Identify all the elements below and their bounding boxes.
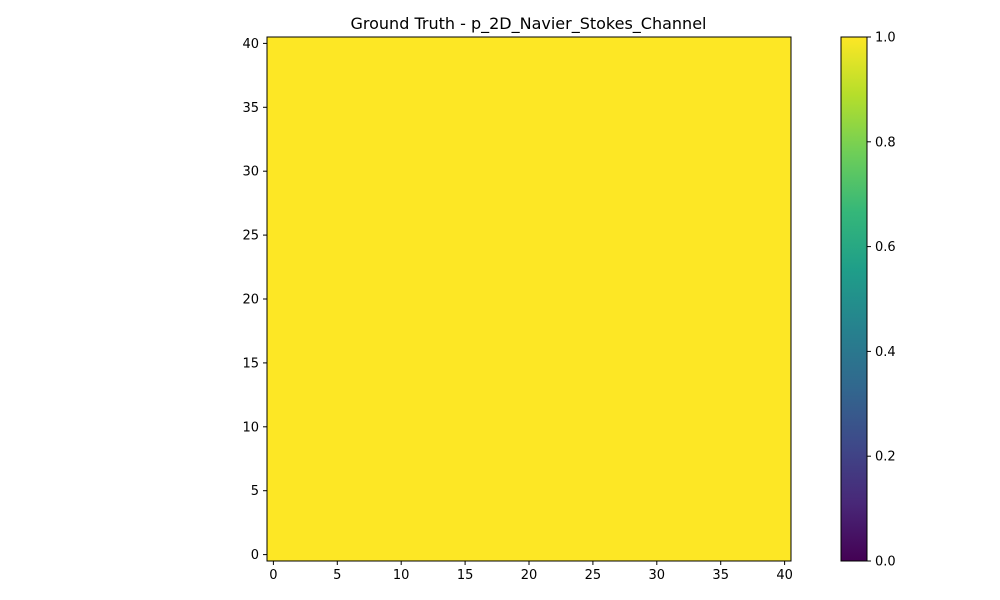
x-tick-label: 40 xyxy=(776,568,793,583)
y-tick-label: 40 xyxy=(242,37,259,52)
colorbar: 0.0 0.2 0.4 0.6 0.8 1.0 xyxy=(840,31,896,570)
colorbar-frame xyxy=(840,36,868,562)
x-tick-label: 30 xyxy=(649,568,666,583)
x-tick-label: 20 xyxy=(521,568,538,583)
x-axis: 0 5 10 15 20 25 30 35 40 xyxy=(269,561,793,583)
x-tick-label: 25 xyxy=(585,568,602,583)
x-tick-label: 15 xyxy=(457,568,474,583)
y-tick-label: 25 xyxy=(242,229,259,244)
y-tick-label: 30 xyxy=(242,165,259,180)
colorbar-ticks: 0.0 0.2 0.4 0.6 0.8 1.0 xyxy=(867,31,896,570)
x-tick-label: 35 xyxy=(712,568,729,583)
colorbar-tick-label: 0.0 xyxy=(875,555,896,570)
y-axis: 0 5 10 15 20 25 30 35 40 xyxy=(242,37,267,563)
y-tick-label: 10 xyxy=(242,420,259,435)
y-tick-label: 5 xyxy=(251,484,259,499)
colorbar-tick-label: 0.4 xyxy=(875,345,896,360)
y-tick-label: 15 xyxy=(242,356,259,371)
colorbar-tick-label: 0.8 xyxy=(875,135,896,150)
x-tick-label: 10 xyxy=(393,568,410,583)
y-tick-label: 0 xyxy=(251,548,259,563)
colorbar-tick-label: 0.6 xyxy=(875,240,896,255)
colorbar-tick-label: 1.0 xyxy=(875,31,896,46)
chart-title: Ground Truth - p_2D_Navier_Stokes_Channe… xyxy=(351,14,707,34)
colorbar-tick-label: 0.2 xyxy=(875,450,896,465)
x-tick-label: 0 xyxy=(269,568,277,583)
y-tick-label: 20 xyxy=(242,293,259,308)
colorbar-gradient xyxy=(841,37,867,561)
y-tick-label: 35 xyxy=(242,101,259,116)
heatmap xyxy=(266,36,792,562)
heatmap-field xyxy=(267,37,791,561)
x-tick-label: 5 xyxy=(333,568,341,583)
